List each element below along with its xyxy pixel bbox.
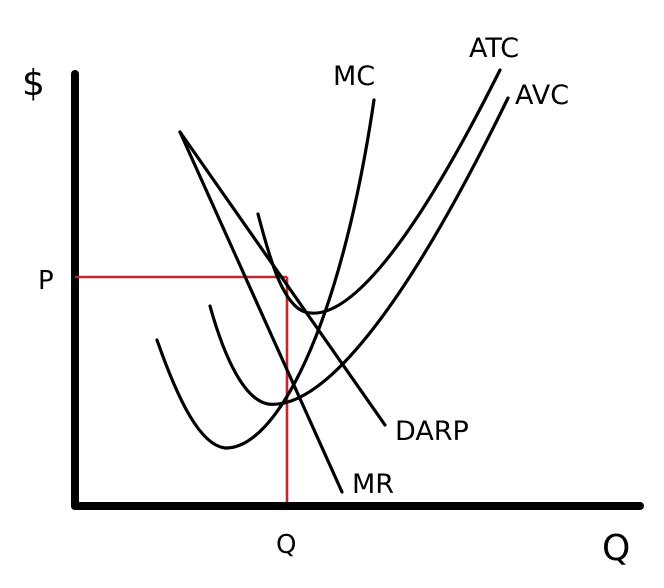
mr-curve bbox=[178, 130, 344, 494]
quantity-label: Q bbox=[276, 530, 296, 560]
darp-curve bbox=[178, 130, 387, 427]
mr-label: MR bbox=[352, 469, 394, 500]
x-axis-label: Q bbox=[602, 528, 630, 569]
atc-label: ATC bbox=[469, 33, 519, 64]
mc-label: MC bbox=[333, 61, 375, 92]
atc-curve bbox=[256, 68, 502, 315]
mc-curve bbox=[155, 98, 376, 450]
avc-label: AVC bbox=[515, 80, 569, 111]
darp-label: DARP bbox=[395, 416, 469, 447]
price-label: P bbox=[38, 266, 54, 296]
y-axis-label: $ bbox=[22, 63, 45, 104]
avc-curve bbox=[208, 96, 510, 406]
